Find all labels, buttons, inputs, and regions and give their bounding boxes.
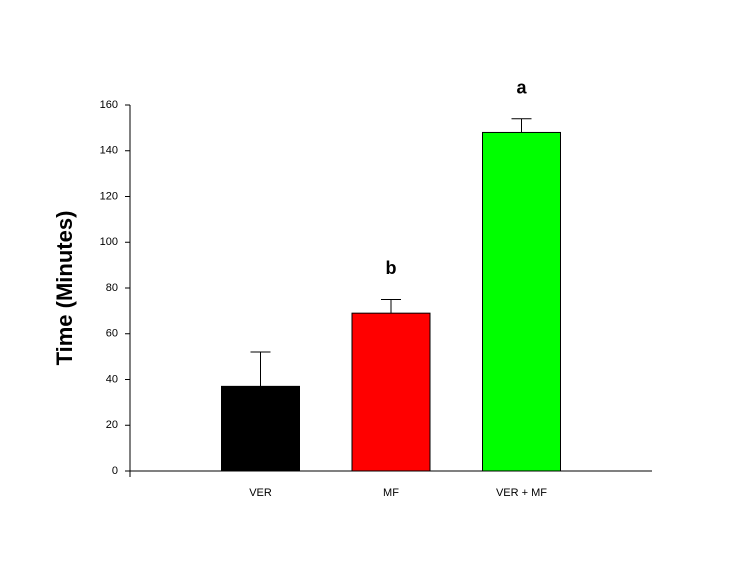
- y-tick-label: 120: [100, 190, 118, 202]
- bar: [482, 131, 561, 472]
- error-bar: [250, 351, 271, 387]
- error-bar: [381, 298, 401, 314]
- bar: [351, 312, 431, 472]
- y-tick-label: 140: [100, 145, 118, 157]
- x-tick-label: MF: [383, 487, 399, 499]
- y-tick-label: 60: [106, 328, 118, 340]
- x-tick-label: VER: [249, 487, 272, 499]
- y-tick-label: 80: [106, 282, 118, 294]
- bar: [221, 385, 300, 472]
- y-tick-label: 160: [100, 99, 118, 111]
- annotation: a: [516, 77, 527, 97]
- error-bar: [511, 118, 532, 133]
- annotation: b: [386, 258, 397, 278]
- y-tick-label: 100: [100, 236, 118, 248]
- y-tick-label: 0: [112, 465, 118, 477]
- y-tick-label: 40: [106, 373, 118, 385]
- y-tick-label: 20: [106, 419, 118, 431]
- x-tick-label: VER + MF: [496, 487, 547, 499]
- y-axis-label: Time (Minutes): [52, 211, 77, 366]
